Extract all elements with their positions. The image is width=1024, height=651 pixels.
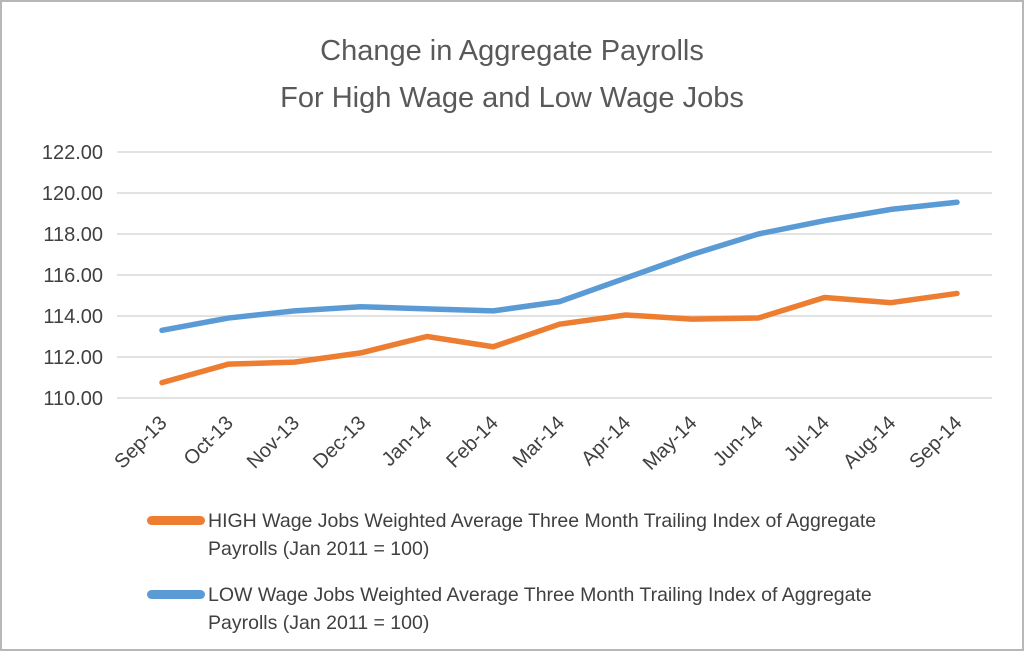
legend-item-high: HIGH Wage Jobs Weighted Average Three Mo… <box>147 507 967 563</box>
y-axis-label: 122.00 <box>42 142 103 164</box>
x-axis-label: Apr-14 <box>577 412 635 470</box>
y-axis-label: 114.00 <box>43 306 103 328</box>
x-axis-label: Nov-13 <box>243 412 304 473</box>
high-series-swatch-icon <box>147 516 205 525</box>
x-axis-label: Feb-14 <box>442 412 502 472</box>
chart-title: Change in Aggregate Payrolls For High Wa… <box>2 28 1022 122</box>
x-axis-label: Jan-14 <box>378 412 437 471</box>
legend-label-high: HIGH Wage Jobs Weighted Average Three Mo… <box>208 510 877 560</box>
x-axis-label: Aug-14 <box>839 412 900 473</box>
x-axis-label: Sep-13 <box>110 412 171 473</box>
series-line-low <box>159 199 960 334</box>
x-axis-label: Dec-13 <box>309 412 370 473</box>
x-axis-label: May-14 <box>639 412 702 475</box>
y-axis-label: 118.00 <box>43 224 103 246</box>
y-axis-label: 110.00 <box>43 388 103 410</box>
x-axis-label: Sep-14 <box>905 412 966 473</box>
legend-label-low: LOW Wage Jobs Weighted Average Three Mon… <box>208 584 872 634</box>
series-line-high <box>159 290 960 386</box>
y-axis-label: 120.00 <box>42 183 103 205</box>
x-axis-label: Jun-14 <box>709 412 768 471</box>
chart-title-line1: Change in Aggregate Payrolls <box>320 35 704 67</box>
x-axis-label: Jul-14 <box>780 412 834 466</box>
legend-item-low: LOW Wage Jobs Weighted Average Three Mon… <box>147 581 967 637</box>
y-axis-label: 112.00 <box>43 347 103 369</box>
payrolls-line-chart: 110.00 112.00 114.00 116.00 118.00 120.00 122.… <box>42 142 992 475</box>
chart-title-line2: For High Wage and Low Wage Jobs <box>280 82 744 114</box>
chart-legend: HIGH Wage Jobs Weighted Average Three Mo… <box>147 507 967 649</box>
y-axis-label: 116.00 <box>43 265 103 287</box>
low-series-swatch-icon <box>147 590 205 599</box>
x-axis-label: Mar-14 <box>509 412 569 472</box>
plot-area-container: 110.00 112.00 114.00 116.00 118.00 120.00 122.… <box>2 130 1022 508</box>
x-axis-label: Oct-13 <box>180 412 238 470</box>
